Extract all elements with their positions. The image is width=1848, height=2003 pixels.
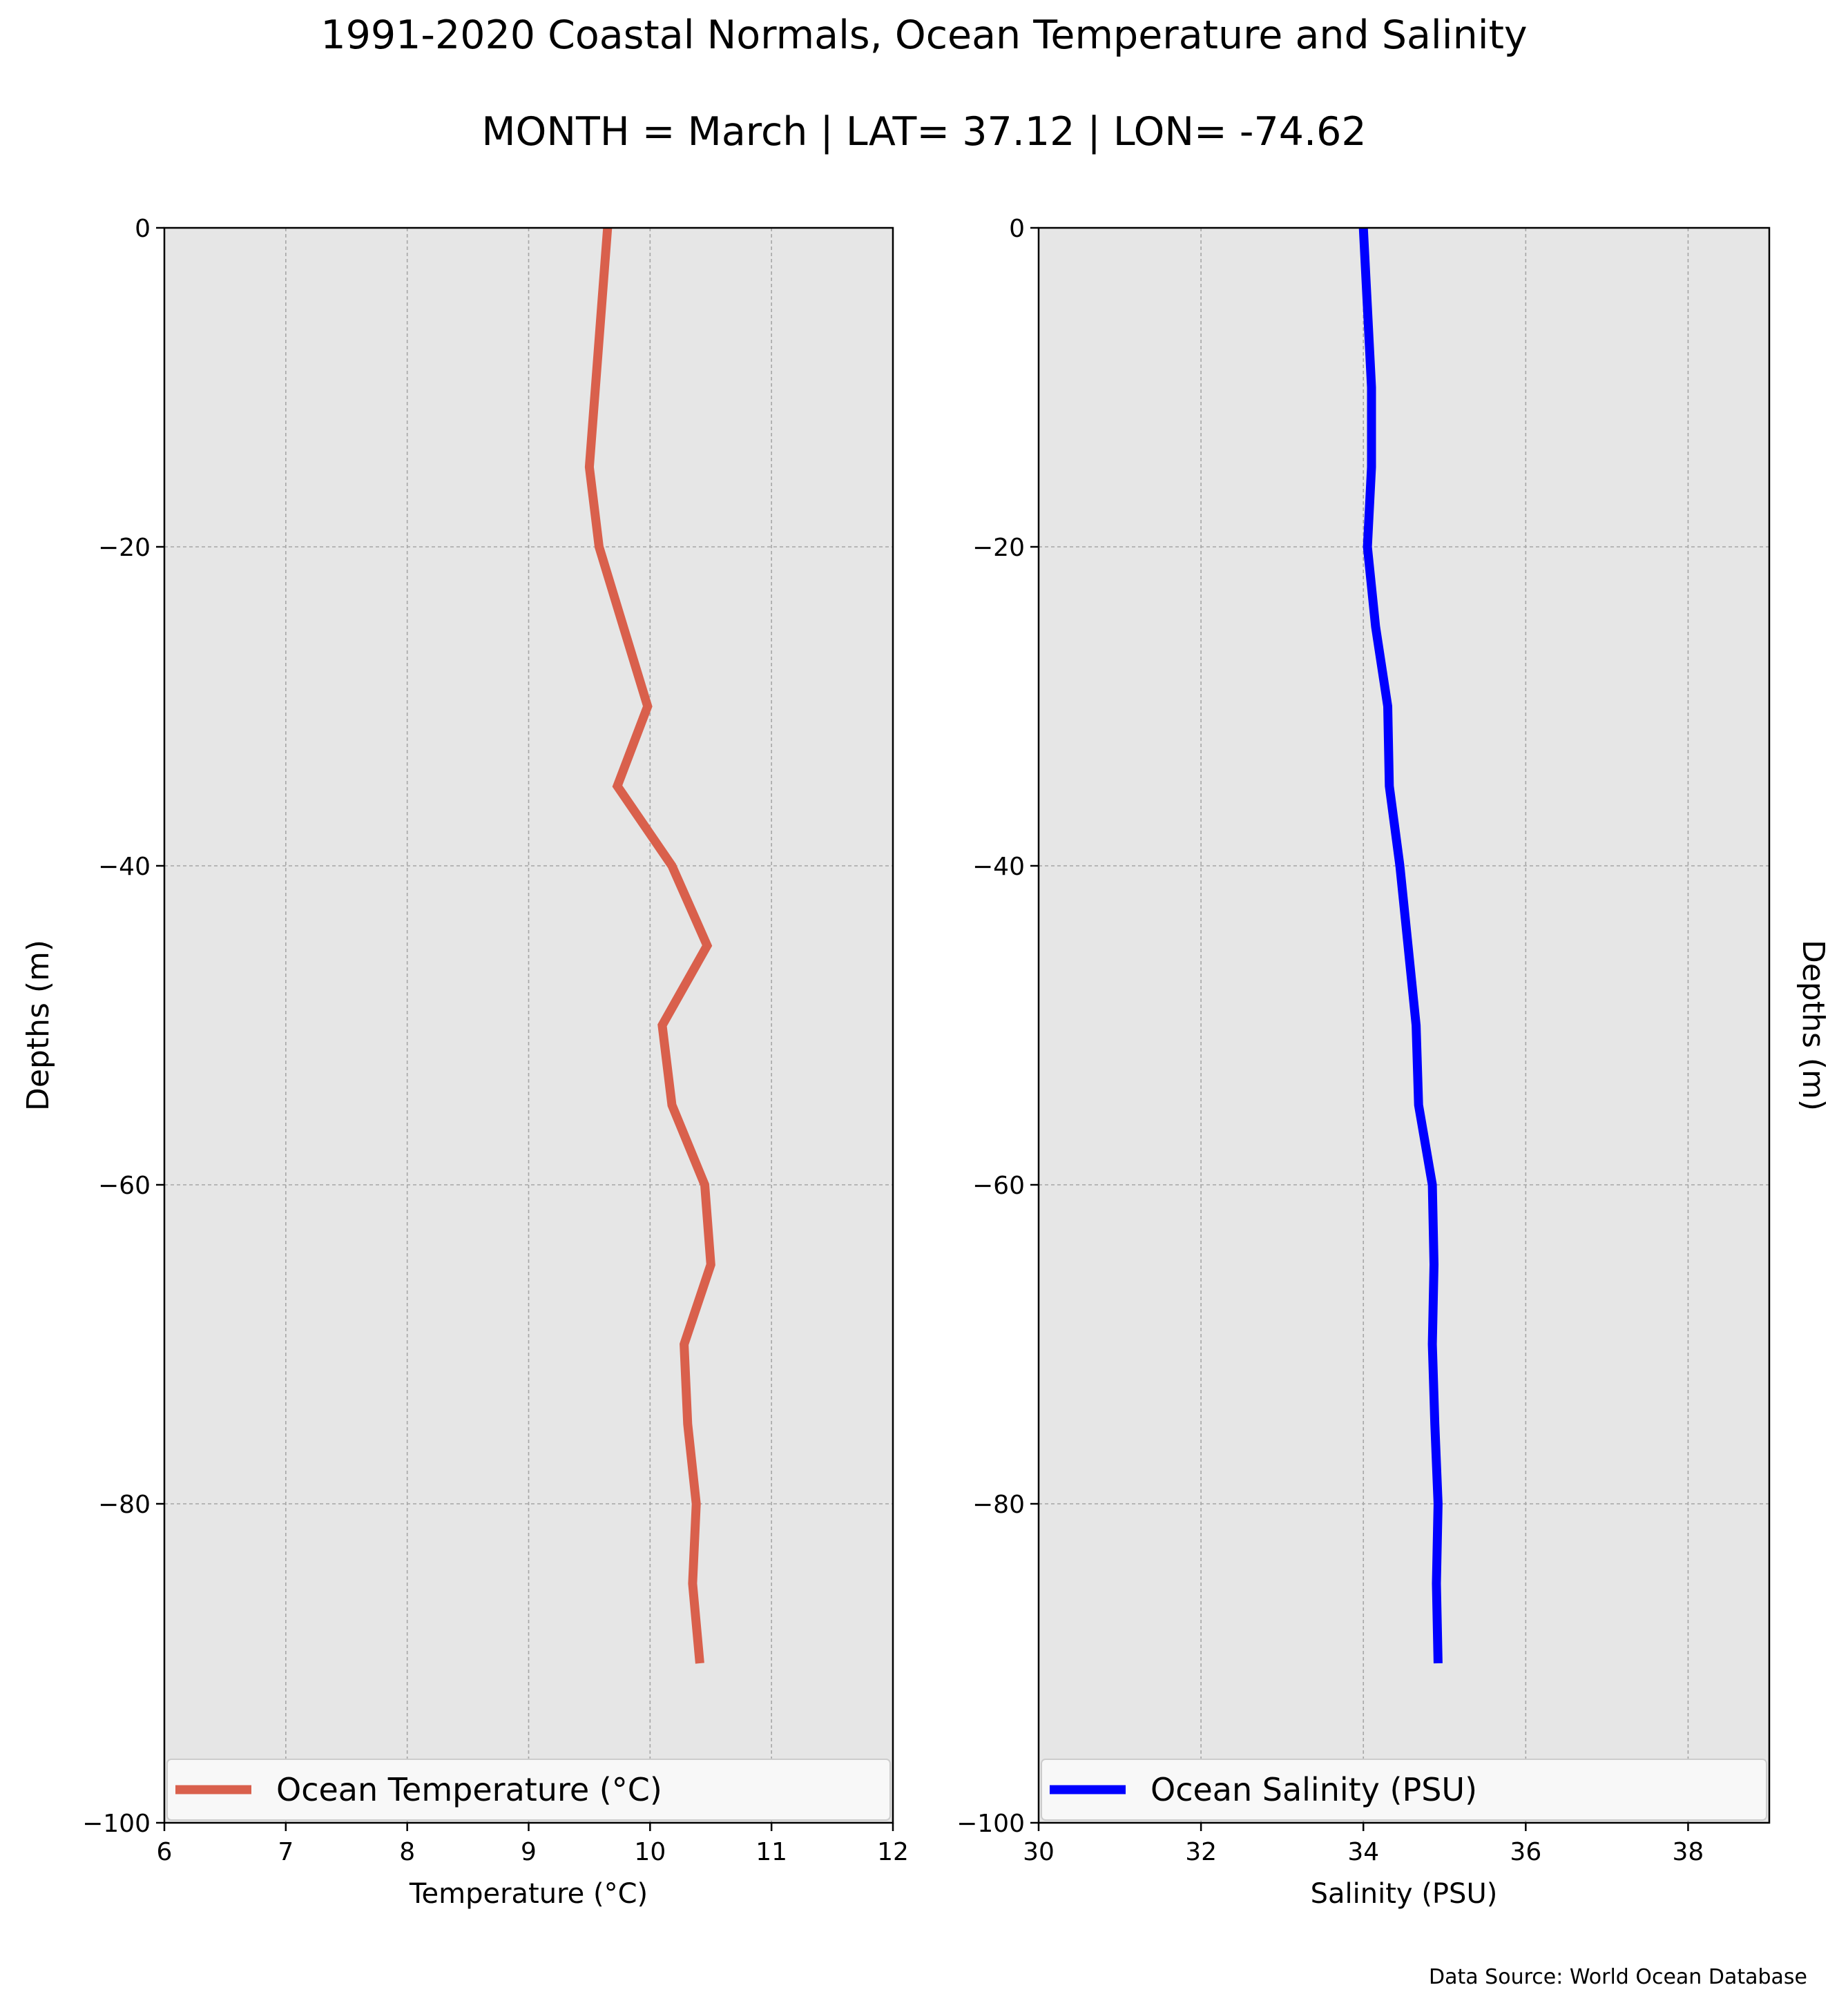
temperature-y-tick-label: −100 <box>82 1810 151 1838</box>
salinity-y-tick-label: −40 <box>972 853 1025 881</box>
salinity-plot-area <box>1039 228 1769 1823</box>
temperature-x-tick-label: 8 <box>399 1838 415 1866</box>
temperature-y-tick-label: 0 <box>135 215 151 243</box>
temperature-y-tick-label: −20 <box>98 534 151 562</box>
salinity-x-tick-label: 36 <box>1510 1838 1541 1866</box>
temperature-x-tick-label: 10 <box>634 1838 666 1866</box>
salinity-y-tick-label: −60 <box>972 1172 1025 1200</box>
temperature-y-tick-label: −60 <box>98 1172 151 1200</box>
salinity-y-tick-label: 0 <box>1009 215 1025 243</box>
salinity-x-tick-label: 32 <box>1185 1838 1217 1866</box>
temperature-x-tick-label: 11 <box>755 1838 787 1866</box>
temperature-panel: 6 7 8 9 10 11 12 0 −20 −40 −60 −80 −100 Ocean Temper… <box>21 215 909 1910</box>
temperature-x-tick-label: 9 <box>521 1838 537 1866</box>
temperature-ticks: 6 7 8 9 10 11 12 0 −20 −40 −60 −80 −100 <box>82 215 909 1866</box>
temperature-y-axis-label: Depths (m) <box>21 940 56 1111</box>
temperature-grid <box>164 228 893 1823</box>
salinity-x-axis-label: Salinity (PSU) <box>1311 1878 1498 1910</box>
temperature-x-tick-label: 6 <box>157 1838 173 1866</box>
temperature-x-tick-label: 12 <box>877 1838 909 1866</box>
salinity-y-tick-label: −20 <box>972 534 1025 562</box>
salinity-grid <box>1039 228 1769 1823</box>
data-source-note: Data Source: World Ocean Database <box>1429 1965 1807 1989</box>
salinity-legend-label: Ocean Salinity (PSU) <box>1151 1771 1477 1808</box>
temperature-series-line <box>584 227 715 1664</box>
salinity-panel: 30 32 34 36 38 0 −20 −40 −60 −80 −100 Ocean Salini… <box>956 215 1831 1910</box>
temperature-y-tick-label: −40 <box>98 853 151 881</box>
salinity-axes-frame <box>1037 226 1771 1824</box>
temperature-y-tick-label: −80 <box>98 1491 151 1519</box>
temperature-legend-box <box>166 1759 891 1821</box>
salinity-series-line <box>1358 227 1443 1664</box>
temperature-legend-label: Ocean Temperature (°C) <box>276 1771 662 1808</box>
salinity-ticks: 30 32 34 36 38 0 −20 −40 −60 −80 −100 <box>956 215 1704 1866</box>
salinity-x-tick-label: 38 <box>1673 1838 1704 1866</box>
salinity-x-tick-label: 30 <box>1023 1838 1055 1866</box>
salinity-legend-box <box>1041 1759 1767 1821</box>
salinity-y-tick-label: −100 <box>956 1810 1025 1838</box>
chart-subtitle: MONTH = March | LAT= 37.12 | LON= -74.62 <box>481 109 1367 155</box>
salinity-legend: Ocean Salinity (PSU) <box>1041 1759 1767 1821</box>
salinity-y-axis-label: Depths (m) <box>1796 940 1831 1111</box>
temperature-x-tick-label: 7 <box>278 1838 293 1866</box>
salinity-y-tick-label: −80 <box>972 1491 1025 1519</box>
salinity-x-tick-label: 34 <box>1347 1838 1379 1866</box>
chart-title: 1991-2020 Coastal Normals, Ocean Tempera… <box>320 12 1528 58</box>
temperature-x-axis-label: Temperature (°C) <box>409 1878 648 1910</box>
temperature-legend: Ocean Temperature (°C) <box>166 1759 891 1821</box>
